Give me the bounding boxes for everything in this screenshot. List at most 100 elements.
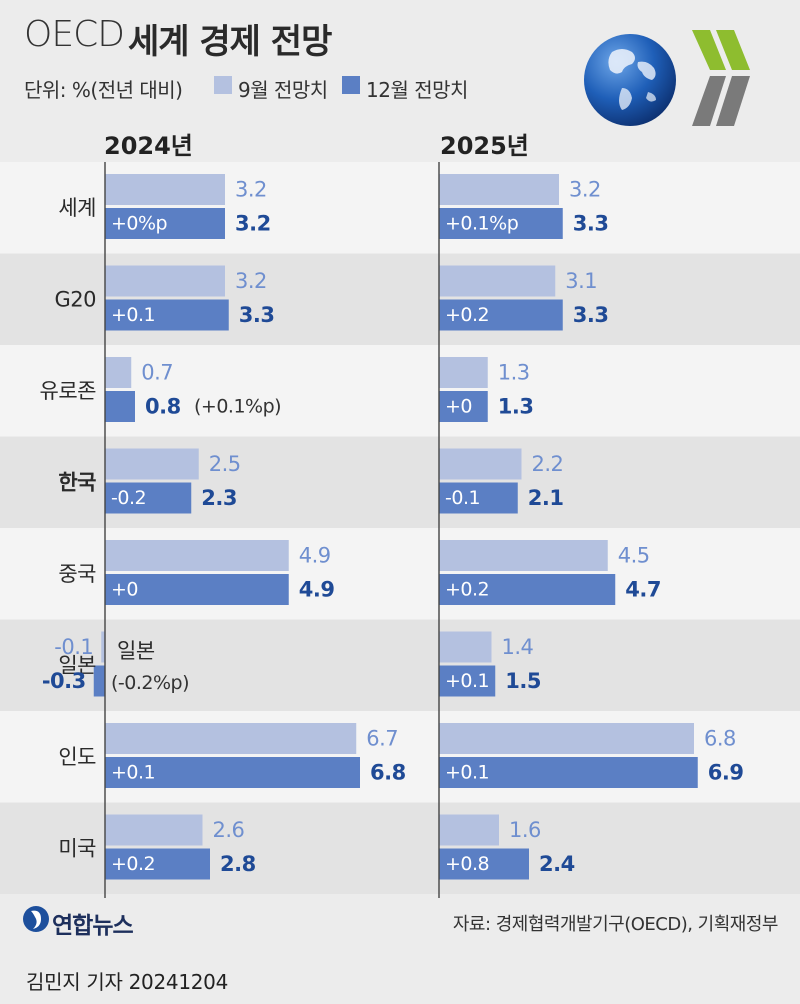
category-label: 세계	[58, 196, 96, 220]
source-note: 자료: 경제협력개발기구(OECD), 기획재정부	[452, 914, 779, 935]
category-note: 일본	[117, 639, 155, 663]
change-label: +0.2	[445, 579, 489, 601]
category-label: 인도	[58, 745, 96, 769]
bar-december	[439, 574, 616, 605]
value-label-december: 1.5	[505, 669, 541, 693]
value-label-september: 2.6	[213, 818, 245, 842]
bar-december	[93, 665, 105, 697]
value-label-december: 6.9	[708, 761, 744, 785]
value-label-september: 1.3	[498, 361, 530, 385]
year-label-2025: 2025년	[440, 132, 529, 160]
change-label: +0.1	[111, 762, 155, 784]
bar-september	[439, 448, 522, 480]
value-label-september: -0.1	[54, 635, 93, 659]
bar-september	[105, 723, 357, 754]
value-label-september: 2.5	[209, 452, 241, 476]
change-label: (+0.1%p)	[194, 396, 281, 418]
value-label-december: 4.9	[299, 578, 335, 602]
chevron-right-icon	[692, 30, 750, 126]
category-label: 중국	[58, 562, 96, 586]
brand-name: 연합뉴스	[52, 913, 134, 939]
value-label-september: 2.2	[532, 452, 564, 476]
category-label: 유로존	[40, 379, 97, 403]
value-label-december: 1.3	[498, 395, 534, 419]
value-label-december: 6.8	[370, 761, 406, 785]
change-label: +0.2	[445, 304, 489, 326]
reporter-credit: 김민지 기자 20241204	[26, 970, 229, 994]
unit-label: 단위: %(전년 대비)	[24, 78, 183, 102]
change-label: +0.8	[445, 853, 489, 875]
change-label: +0	[111, 579, 138, 601]
bar-september	[439, 174, 559, 205]
category-label: 미국	[58, 836, 96, 860]
value-label-september: 6.8	[704, 727, 736, 751]
value-label-september: 1.6	[509, 818, 541, 842]
category-label: 한국	[58, 470, 96, 494]
value-label-december: 0.8	[145, 395, 181, 419]
legend-swatch-september	[214, 76, 232, 94]
bar-september	[105, 540, 289, 571]
value-label-september: 4.5	[618, 544, 650, 568]
change-label: -0.2	[111, 487, 146, 509]
value-label-september: 6.7	[366, 727, 398, 751]
category-label: G20	[55, 287, 97, 311]
change-label: +0.1%p	[445, 213, 519, 235]
change-label: +0.1	[445, 762, 489, 784]
bar-december	[439, 299, 563, 331]
value-label-december: -0.3	[42, 669, 86, 693]
bar-september	[105, 814, 203, 846]
row-band	[0, 619, 800, 711]
bar-december	[439, 848, 529, 880]
bar-september	[439, 357, 488, 388]
bar-september	[439, 631, 492, 663]
bar-september	[439, 814, 499, 846]
change-label: +0.1	[445, 670, 489, 692]
value-label-september: 1.4	[502, 635, 534, 659]
value-label-september: 3.2	[235, 178, 267, 202]
change-label: +0.2	[111, 853, 155, 875]
value-label-december: 2.1	[528, 486, 564, 510]
change-label: +0%p	[111, 213, 168, 235]
bar-december	[439, 482, 518, 514]
value-label-september: 0.7	[141, 361, 173, 385]
category-label: 일본	[58, 653, 96, 677]
change-label: (-0.2%p)	[111, 672, 189, 694]
yonhap-logo-icon	[23, 906, 49, 932]
bar-september	[439, 540, 608, 571]
value-label-september: 4.9	[299, 544, 331, 568]
page-title: 세계 경제 전망	[128, 22, 332, 62]
bar-december	[105, 299, 229, 331]
value-label-september: 3.2	[569, 178, 601, 202]
value-label-december: 3.3	[239, 303, 275, 327]
bar-september	[439, 723, 694, 754]
legend-label-december: 12월 전망치	[366, 78, 468, 102]
bar-september	[439, 265, 556, 297]
legend-swatch-december	[342, 76, 360, 94]
globe-icon	[584, 34, 676, 126]
bar-december	[439, 391, 488, 422]
change-label: +0	[445, 396, 472, 418]
change-label: +0.1	[111, 304, 155, 326]
legend-label-september: 9월 전망치	[238, 78, 328, 102]
bar-december	[439, 757, 698, 788]
value-label-december: 4.7	[625, 578, 661, 602]
value-label-december: 3.2	[235, 212, 271, 236]
bar-december	[105, 391, 135, 422]
bar-september	[105, 174, 225, 205]
title-oecd: OECD	[24, 14, 125, 55]
bar-september	[101, 631, 105, 663]
bar-september	[105, 265, 225, 297]
year-label-2024: 2024년	[104, 132, 193, 160]
bar-december	[105, 482, 192, 514]
value-label-december: 3.3	[573, 303, 609, 327]
bar-september	[105, 448, 199, 480]
bar-december	[105, 574, 289, 605]
bar-september	[105, 357, 132, 388]
bar-december	[105, 757, 360, 788]
bar-december	[105, 208, 225, 239]
value-label-december: 2.3	[201, 486, 237, 510]
value-label-september: 3.1	[565, 269, 597, 293]
bar-december	[439, 208, 563, 239]
value-label-december: 2.4	[539, 852, 575, 876]
